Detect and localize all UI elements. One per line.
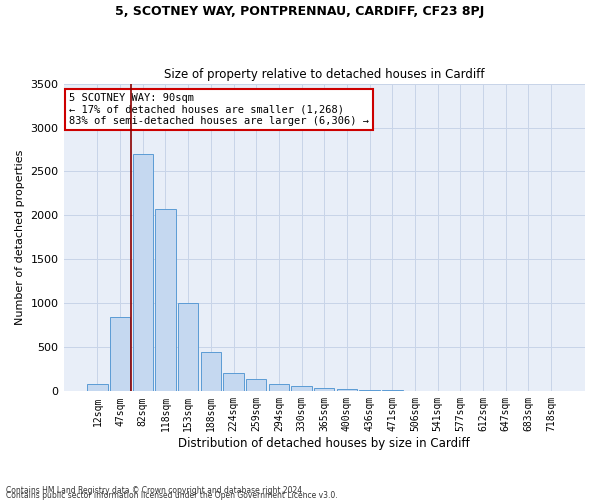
- Bar: [133, 154, 153, 392]
- Bar: [359, 390, 380, 392]
- Bar: [223, 373, 244, 392]
- Bar: [246, 379, 266, 392]
- X-axis label: Distribution of detached houses by size in Cardiff: Distribution of detached houses by size …: [178, 437, 470, 450]
- Bar: [337, 388, 357, 392]
- Bar: [110, 316, 130, 392]
- Bar: [314, 388, 334, 392]
- Bar: [269, 384, 289, 392]
- Y-axis label: Number of detached properties: Number of detached properties: [15, 150, 25, 325]
- Title: Size of property relative to detached houses in Cardiff: Size of property relative to detached ho…: [164, 68, 485, 81]
- Bar: [155, 210, 176, 392]
- Bar: [87, 384, 107, 392]
- Text: Contains public sector information licensed under the Open Government Licence v3: Contains public sector information licen…: [6, 490, 338, 500]
- Bar: [200, 352, 221, 392]
- Bar: [292, 386, 312, 392]
- Bar: [178, 304, 199, 392]
- Text: Contains HM Land Registry data © Crown copyright and database right 2024.: Contains HM Land Registry data © Crown c…: [6, 486, 305, 495]
- Bar: [382, 390, 403, 392]
- Text: 5, SCOTNEY WAY, PONTPRENNAU, CARDIFF, CF23 8PJ: 5, SCOTNEY WAY, PONTPRENNAU, CARDIFF, CF…: [115, 5, 485, 18]
- Text: 5 SCOTNEY WAY: 90sqm
← 17% of detached houses are smaller (1,268)
83% of semi-de: 5 SCOTNEY WAY: 90sqm ← 17% of detached h…: [69, 93, 369, 126]
